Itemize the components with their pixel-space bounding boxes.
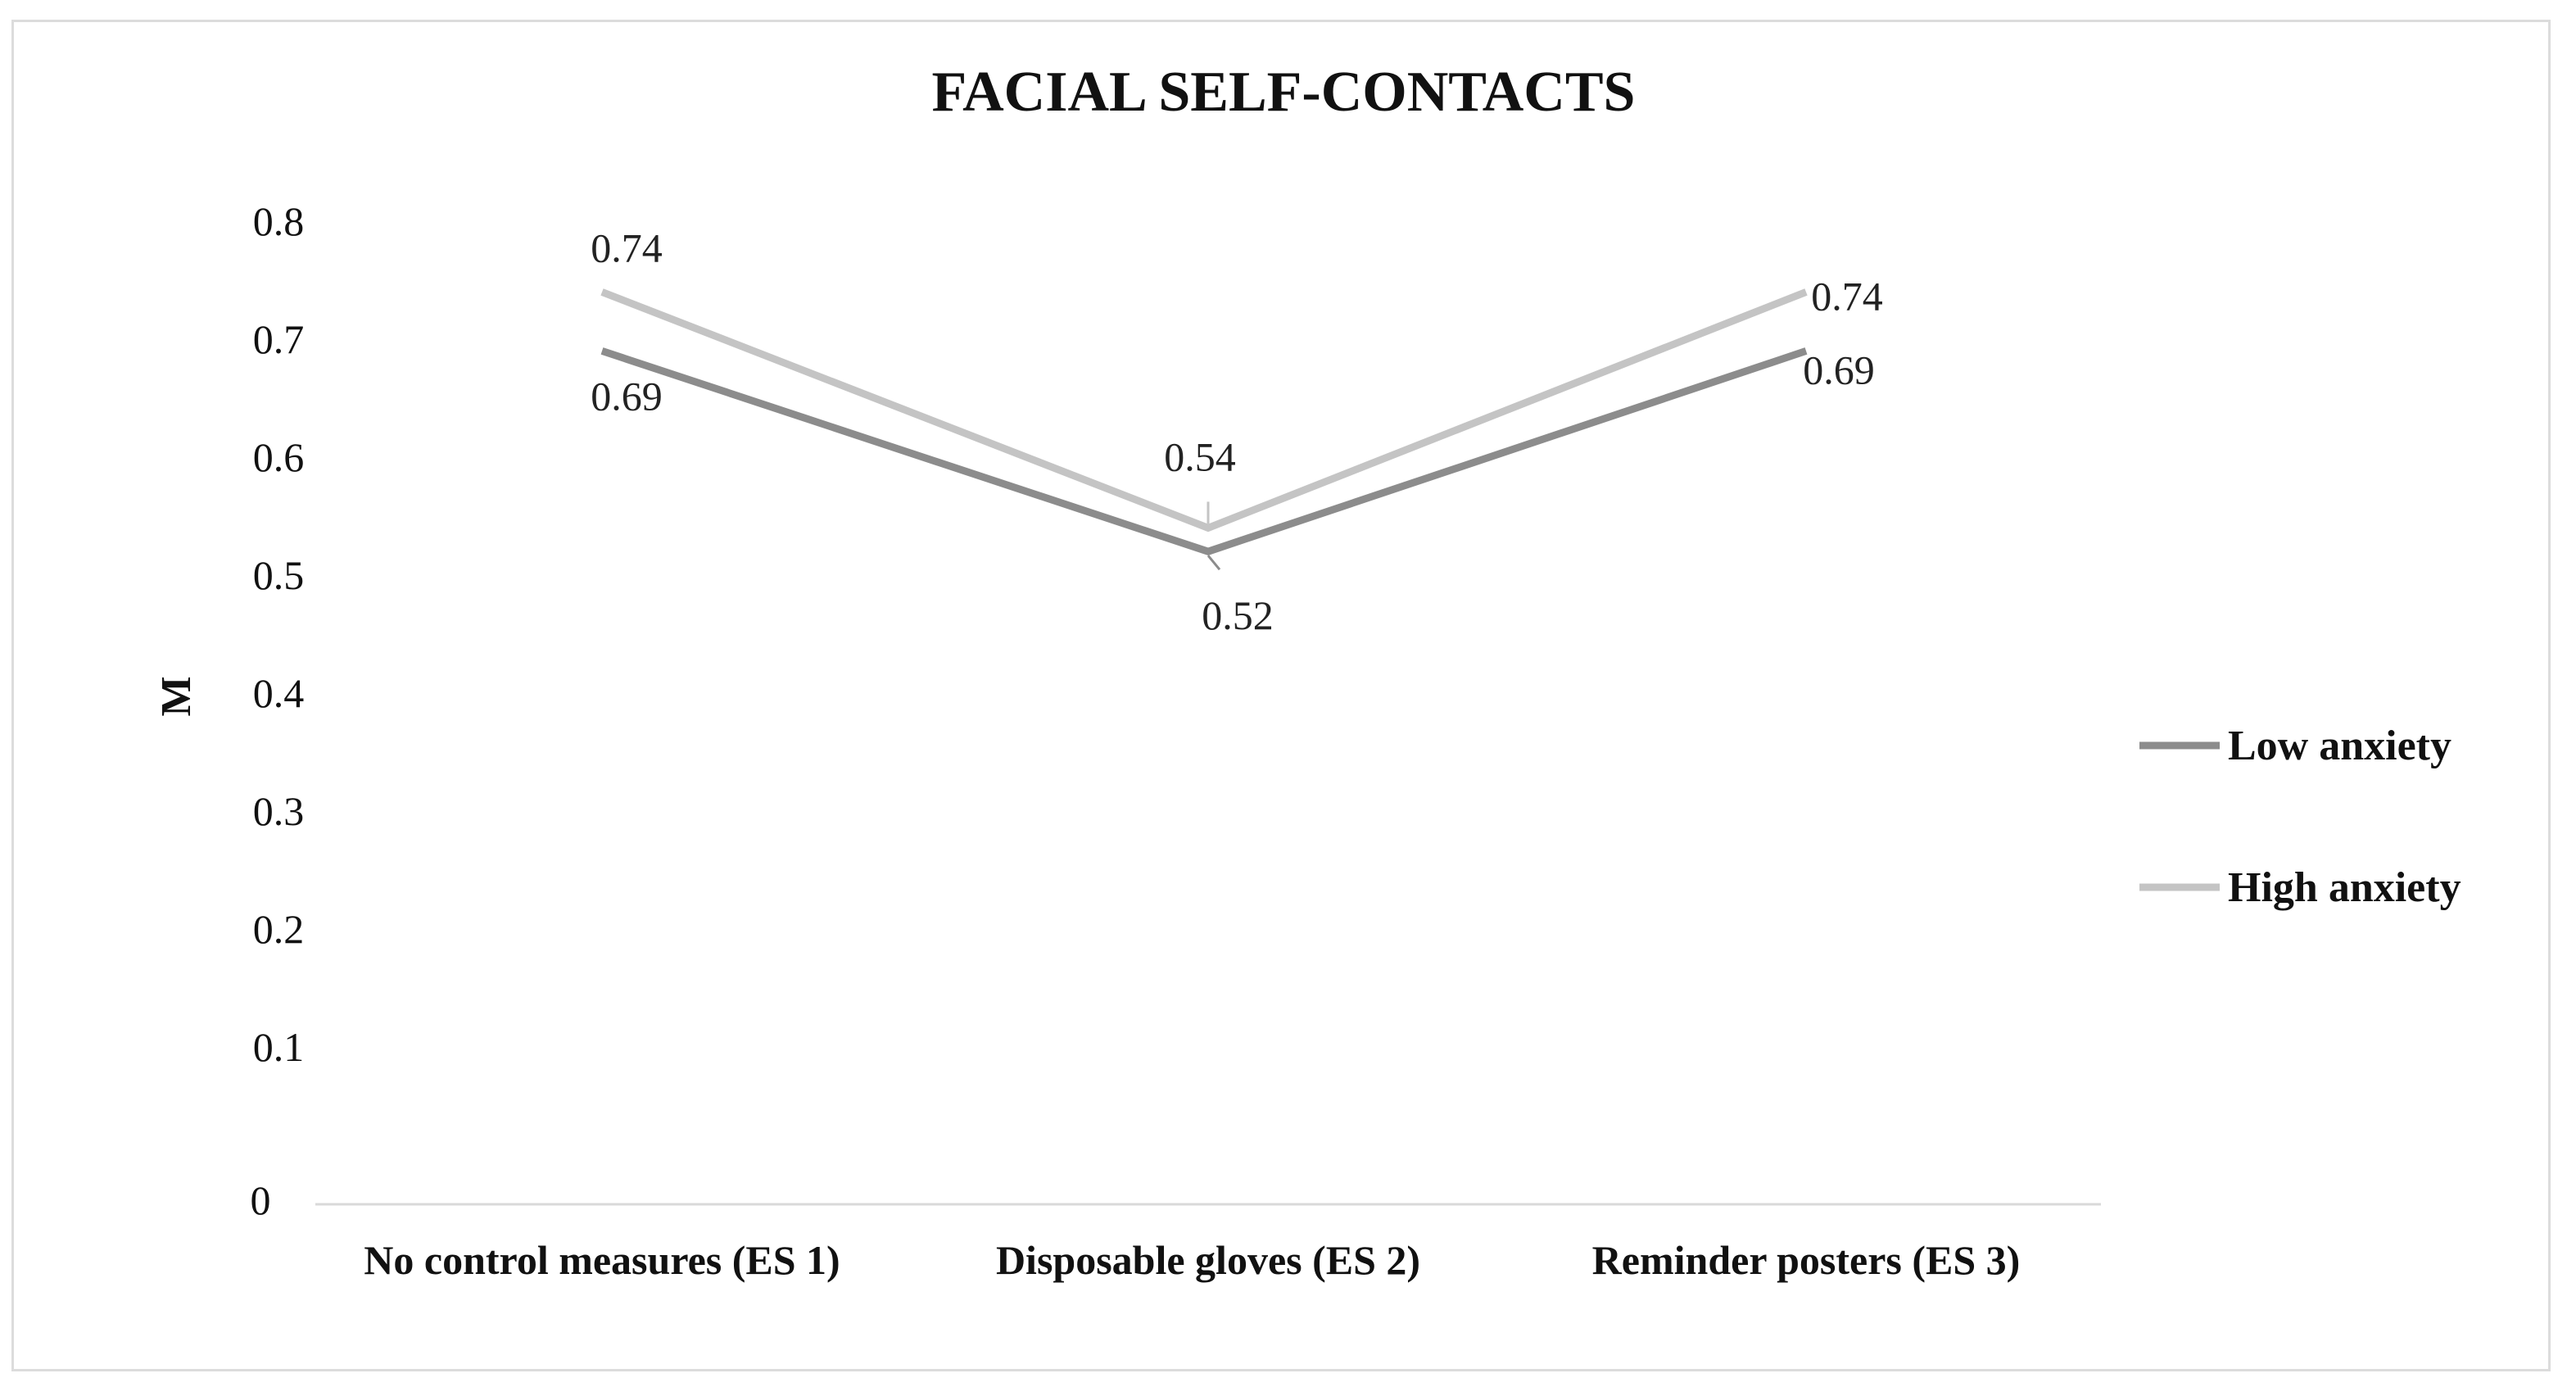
y-axis-label: M (153, 676, 200, 716)
y-tick-label: 0.4 (253, 670, 305, 716)
x-category-label: Disposable gloves (ES 2) (996, 1237, 1420, 1283)
chart-frame (11, 20, 2551, 1371)
y-tick-label: 0.5 (253, 552, 305, 598)
data-label: 0.69 (591, 373, 663, 419)
y-tick-label: 0.3 (253, 788, 305, 834)
y-tick-label: 0.7 (253, 316, 305, 362)
data-label: 0.52 (1202, 592, 1274, 638)
data-labels: 0.69 0.52 0.69 0.74 0.54 0.74 (591, 224, 1883, 638)
y-tick-label: 0.2 (253, 906, 305, 952)
series-line-high-anxiety (600, 288, 1808, 533)
legend-label-low-anxiety: Low anxiety (2228, 723, 2452, 769)
y-axis-ticks: 0 0.1 0.2 0.3 0.4 0.5 0.6 0.7 0.8 (251, 198, 305, 1223)
data-label: 0.69 (1803, 347, 1875, 392)
series-line-low-anxiety (600, 347, 1808, 555)
data-label: 0.54 (1164, 433, 1236, 479)
x-axis-categories: No control measures (ES 1) Disposable glo… (364, 1237, 2020, 1283)
data-label: 0.74 (1811, 273, 1883, 319)
chart-title: FACIAL SELF-CONTACTS (932, 61, 1636, 124)
y-tick-label: 0.6 (253, 434, 305, 480)
x-category-label: Reminder posters (ES 3) (1592, 1237, 2021, 1283)
y-tick-label: 0 (251, 1177, 271, 1223)
data-label: 0.74 (591, 224, 663, 270)
legend: Low anxiety High anxiety (2139, 723, 2461, 911)
data-label-leader (1207, 555, 1221, 571)
legend-label-high-anxiety: High anxiety (2228, 864, 2461, 911)
x-category-label: No control measures (ES 1) (364, 1237, 840, 1283)
y-tick-label: 0.8 (253, 198, 305, 244)
y-tick-label: 0.1 (253, 1024, 305, 1070)
series-lines (600, 288, 1808, 555)
